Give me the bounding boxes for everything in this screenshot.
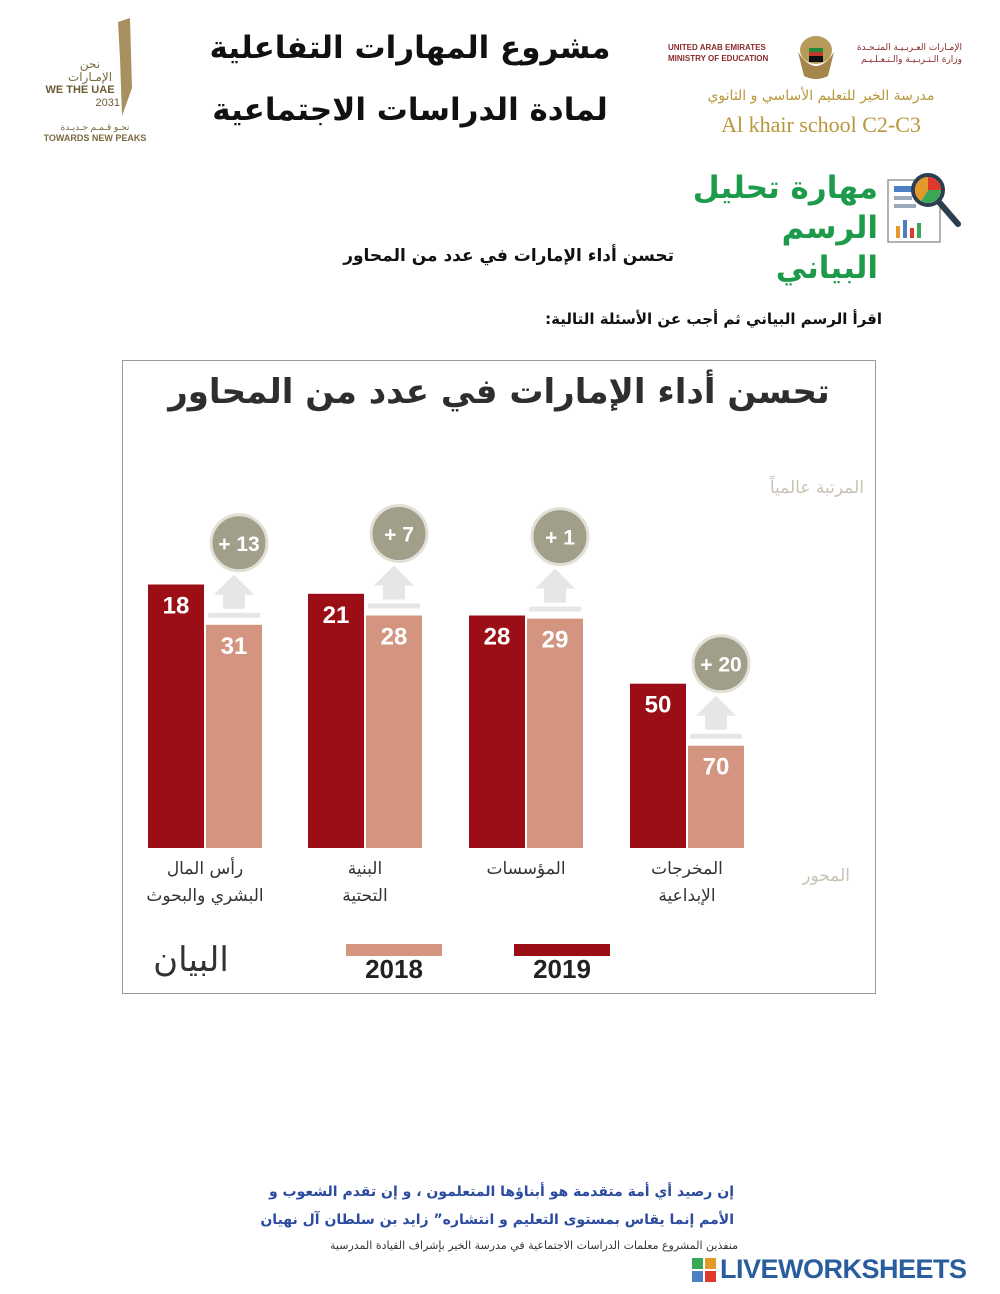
category-label: المؤسسات: [486, 859, 566, 879]
improvement-underline: [368, 603, 420, 609]
we-the-uae-logo: [118, 18, 132, 116]
project-credits: منفذين المشروع معلمات الدراسات الاجتماعي…: [330, 1239, 738, 1252]
uae-vision-arabic: نحن الإمـارات: [67, 57, 113, 84]
data-label-2018: 29: [542, 627, 569, 654]
school-name-arabic: مدرسة الخير للتعليم الأساسي و الثانوي: [707, 88, 935, 104]
legend-swatch-2019: [514, 944, 610, 956]
bar-2019: [308, 593, 364, 848]
category-label: رأس المال البشري والبحوث: [146, 859, 264, 906]
improvement-label: + 1: [545, 527, 575, 550]
uae-emblem-icon: [798, 36, 834, 79]
project-title-line2: لمادة الدراسات الاجتماعية: [212, 92, 608, 128]
legend-label-2019: 2019: [533, 954, 591, 984]
skill-title: مهارة تحليل الرسم البياني: [692, 170, 878, 286]
data-label-2018: 31: [221, 633, 248, 660]
y-axis-label: المرتبة عالمياً: [769, 478, 864, 498]
improvement-badge: [530, 507, 590, 567]
liveworksheets-brand: LIVEWORKSHEETS: [720, 1254, 967, 1284]
up-arrow-icon: [696, 695, 736, 730]
data-label-2018: 28: [381, 624, 408, 651]
school-name-english: Al khair school C2-C3: [721, 112, 921, 137]
data-label-2019: 50: [645, 692, 672, 719]
bar-chart: 18 31 + 13 21 28 + 7 28 29 + 1 50 70 + 20: [148, 504, 751, 848]
legend-label-2018: 2018: [365, 954, 423, 984]
x-axis-label: المحور: [802, 866, 850, 886]
improvement-label: + 13: [218, 533, 259, 556]
up-arrow-icon: [214, 574, 254, 609]
bar-2019: [630, 683, 686, 848]
worksheet-subtitle: تحسن أداء الإمارات في عدد من المحاور: [343, 246, 674, 266]
legend-swatch-2018: [346, 944, 442, 956]
improvement-underline: [208, 612, 260, 618]
improvement-badge: [691, 634, 751, 694]
chart-title: تحسن أداء الإمارات في عدد من المحاور: [168, 372, 830, 412]
quote-line2: الأمم إنما يقاس بمستوى التعليم و انتشاره…: [260, 1212, 734, 1228]
ministry-english: UNITED ARAB EMIRATES MINISTRY OF EDUCATI…: [668, 43, 769, 63]
bar-2018: [527, 618, 583, 848]
bar-2018: [206, 624, 262, 848]
bar-2018: [366, 615, 422, 848]
data-label-2019: 21: [323, 602, 350, 629]
up-arrow-icon: [374, 565, 414, 600]
bar-2019: [469, 615, 525, 848]
data-label-2019: 28: [484, 624, 511, 651]
category-label: البنية التحتية: [342, 859, 388, 906]
improvement-label: + 7: [384, 524, 414, 547]
ministry-arabic: الإمـارات العـربـيـة المتـحـدة وزارة الـ…: [856, 43, 962, 65]
improvement-label: + 20: [700, 654, 741, 677]
chart-analysis-icon: [887, 173, 961, 243]
improvement-underline: [690, 733, 742, 739]
liveworksheets-logo-icon: [692, 1258, 716, 1282]
improvement-badge: [209, 513, 269, 573]
uae-vision-english: WE THE UAE 2031: [45, 84, 120, 109]
bar-2019: [148, 584, 204, 848]
category-label: المخرجات الإبداعية: [651, 859, 723, 906]
source-logo: البيان: [153, 940, 229, 980]
improvement-underline: [529, 606, 581, 612]
data-label-2019: 18: [163, 593, 190, 620]
worksheet-instruction: اقرأ الرسم البياني ثم أجب عن الأسئلة الت…: [545, 310, 882, 328]
improvement-badge: [369, 504, 429, 563]
quote-line1: إن رصيد أي أمة متقدمة هو أبناؤها المتعلم…: [268, 1184, 734, 1200]
project-title-line1: مشروع المهارات التفاعلية: [209, 30, 611, 66]
bar-2018: [688, 745, 744, 848]
up-arrow-icon: [535, 568, 575, 603]
data-label-2018: 70: [703, 754, 730, 781]
uae-vision-slogan: نحـو قـمـم جـديـدة TOWARDS NEW PEAKS: [43, 122, 147, 143]
